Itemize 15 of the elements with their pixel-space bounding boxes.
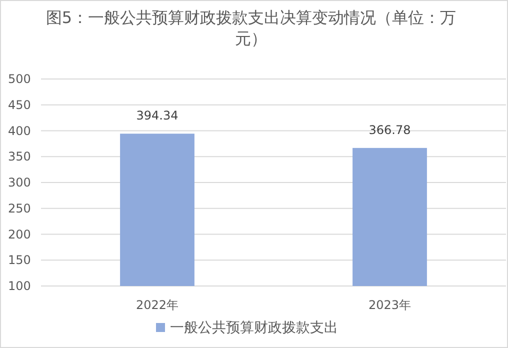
y-tick-label: 100 — [8, 279, 31, 293]
data-label: 394.34 — [136, 108, 178, 123]
y-tick-label: 350 — [8, 150, 31, 164]
x-tick-label: 2023年 — [368, 298, 412, 312]
y-tick-label: 500 — [8, 72, 31, 86]
y-tick-label: 150 — [8, 253, 31, 268]
y-tick-label: 250 — [8, 201, 31, 216]
x-tick-label: 2022年 — [136, 298, 179, 312]
y-tick-label: 300 — [8, 176, 31, 190]
legend-label: 一般公共预算财政拨款支出 — [170, 320, 338, 336]
chart-title: 图5：一般公共预算财政拨款支出决算变动情况（单位：万元） — [44, 7, 458, 49]
y-tick-label: 400 — [8, 124, 31, 138]
y-tick-label: 450 — [8, 98, 31, 112]
data-label: 366.78 — [368, 122, 411, 137]
y-tick-label: 200 — [8, 227, 31, 242]
